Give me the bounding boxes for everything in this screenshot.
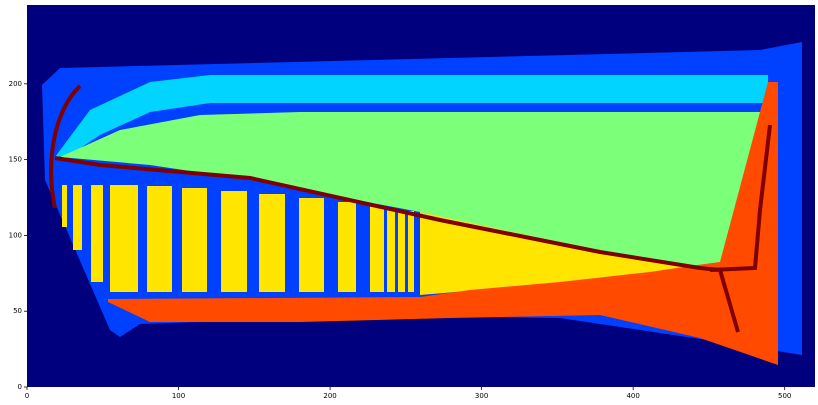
y-tick-label: 150 xyxy=(9,156,22,164)
image-layer xyxy=(27,5,815,387)
chart: 0 100 200 300 400 500 0 50 100 150 200 xyxy=(0,0,818,405)
x-tick-label: 300 xyxy=(475,392,488,400)
y-tick-label: 50 xyxy=(13,307,22,315)
y-tick-label: 100 xyxy=(9,231,22,239)
x-tick-label: 400 xyxy=(626,392,639,400)
y-tick-label: 0 xyxy=(18,383,22,391)
x-tick-label: 0 xyxy=(25,392,29,400)
y-tick-label: 200 xyxy=(9,80,22,88)
x-tick-label: 500 xyxy=(778,392,791,400)
x-tick-label: 200 xyxy=(323,392,336,400)
x-tick-label: 100 xyxy=(172,392,185,400)
